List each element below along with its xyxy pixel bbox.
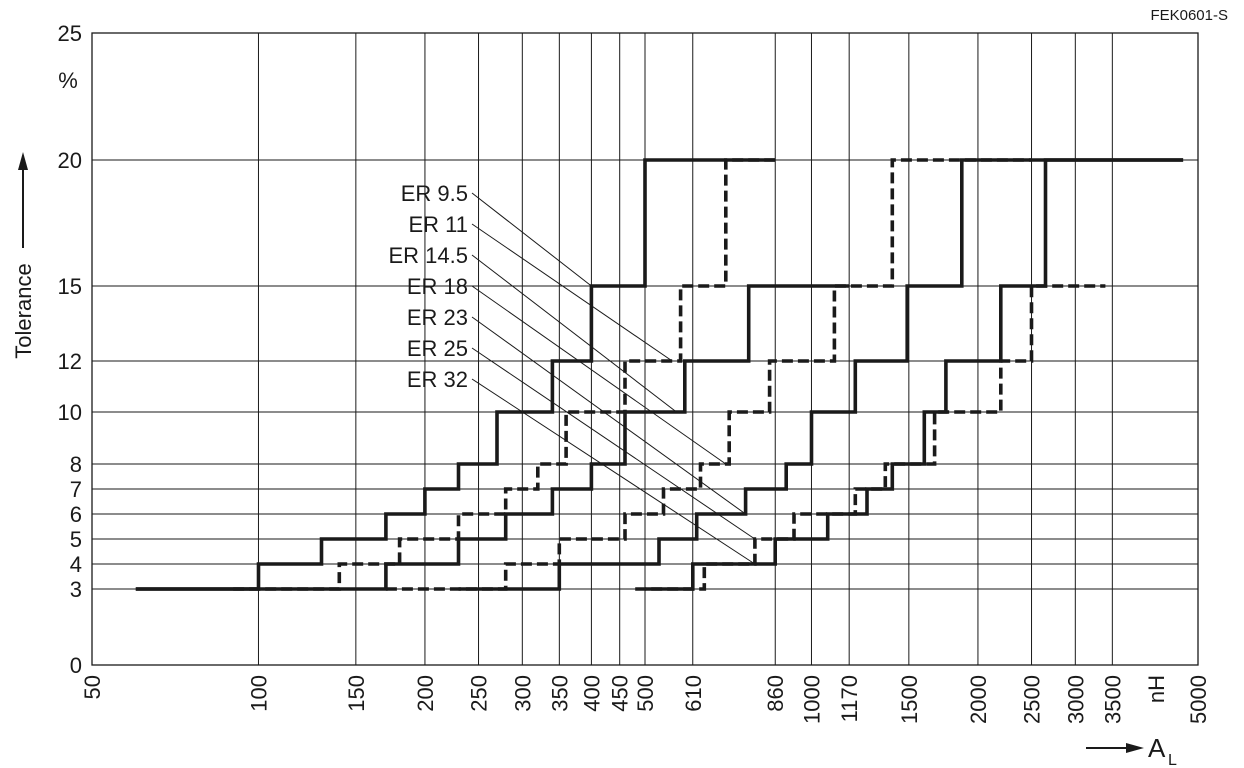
y-unit: % <box>58 68 78 93</box>
series-line-er-11 <box>233 158 776 591</box>
series-line-er-32 <box>645 158 1184 591</box>
x-tick-label: 3500 <box>1100 675 1125 724</box>
legend-leader-line <box>471 192 592 287</box>
legend-leader-line <box>471 316 746 515</box>
legend-leader-line <box>471 347 756 540</box>
y-tick-label: 20 <box>58 148 82 173</box>
legend-label: ER 14.5 <box>389 243 469 268</box>
y-axis-label: Tolerance <box>11 263 36 358</box>
x-axis-label-subscript: L <box>1168 752 1177 768</box>
x-tick-label: 610 <box>681 675 706 712</box>
y-tick-label: 0 <box>70 653 82 678</box>
legend-label: ER 11 <box>408 212 468 237</box>
x-tick-label: 100 <box>246 675 271 712</box>
x-tick-label: 1500 <box>897 675 922 724</box>
x-tick-label: 3000 <box>1063 675 1088 724</box>
series-line-er-25 <box>635 284 1106 591</box>
x-tick-label: 2500 <box>1020 675 1045 724</box>
y-tick-label: 15 <box>58 274 82 299</box>
x-tick-label: 5000 <box>1186 675 1211 724</box>
y-tick-label: 25 <box>58 21 82 46</box>
y-axis-arrow-head <box>18 152 28 170</box>
legend-label: ER 9.5 <box>401 181 468 206</box>
x-tick-label: 2000 <box>966 675 991 724</box>
x-tick-label: 500 <box>633 675 658 712</box>
y-tick-label: 12 <box>58 349 82 374</box>
x-axis-title: A L <box>1086 733 1177 768</box>
y-tick-label: 4 <box>70 552 82 577</box>
legend-leader-line <box>471 378 756 565</box>
legend-label: ER 23 <box>407 305 468 330</box>
legend-leaders <box>471 192 756 565</box>
legend-leader-line <box>471 285 727 465</box>
figure-code: FEK0601-S <box>1150 7 1228 24</box>
x-tick-label: 200 <box>413 675 438 712</box>
x-unit-label: nH <box>1144 675 1169 703</box>
y-tick-label: 10 <box>58 400 82 425</box>
x-tick-label: 350 <box>547 675 572 712</box>
legend-label: ER 18 <box>407 274 468 299</box>
x-axis-label: A <box>1148 733 1166 763</box>
x-tick-label: 300 <box>510 675 535 712</box>
series-line-er-23 <box>458 158 1184 591</box>
x-tick-label: 1000 <box>799 675 824 724</box>
y-tick-label: 3 <box>70 577 82 602</box>
legend-label: ER 25 <box>407 336 468 361</box>
y-tick-label: 8 <box>70 452 82 477</box>
legend-leader-line <box>471 223 673 362</box>
series-line-er-14-5 <box>135 284 850 591</box>
x-tick-label: 150 <box>344 675 369 712</box>
y-axis-title: Tolerance <box>11 152 36 359</box>
x-tick-label: 400 <box>579 675 604 712</box>
x-tick-label: 1170 <box>837 675 862 722</box>
x-tick-label: 860 <box>763 675 788 712</box>
labels: 50 100 150 200 250 300 350 400 450 500 610 860 1000 1… <box>58 21 1211 724</box>
y-tick-label: 5 <box>70 527 82 552</box>
x-tick-label: 450 <box>608 675 633 712</box>
legend-leader-line <box>471 254 677 413</box>
legend-label: ER 32 <box>407 367 468 392</box>
series-layer <box>135 158 1184 591</box>
series-line-er-9-5 <box>135 158 776 591</box>
x-tick-label: 50 <box>80 675 105 699</box>
x-axis-arrow-head <box>1126 743 1144 753</box>
y-tick-label: 7 <box>70 477 82 502</box>
x-tick-label: 250 <box>467 675 492 712</box>
series-line-er-18 <box>385 158 1032 591</box>
y-tick-label: 6 <box>70 502 82 527</box>
